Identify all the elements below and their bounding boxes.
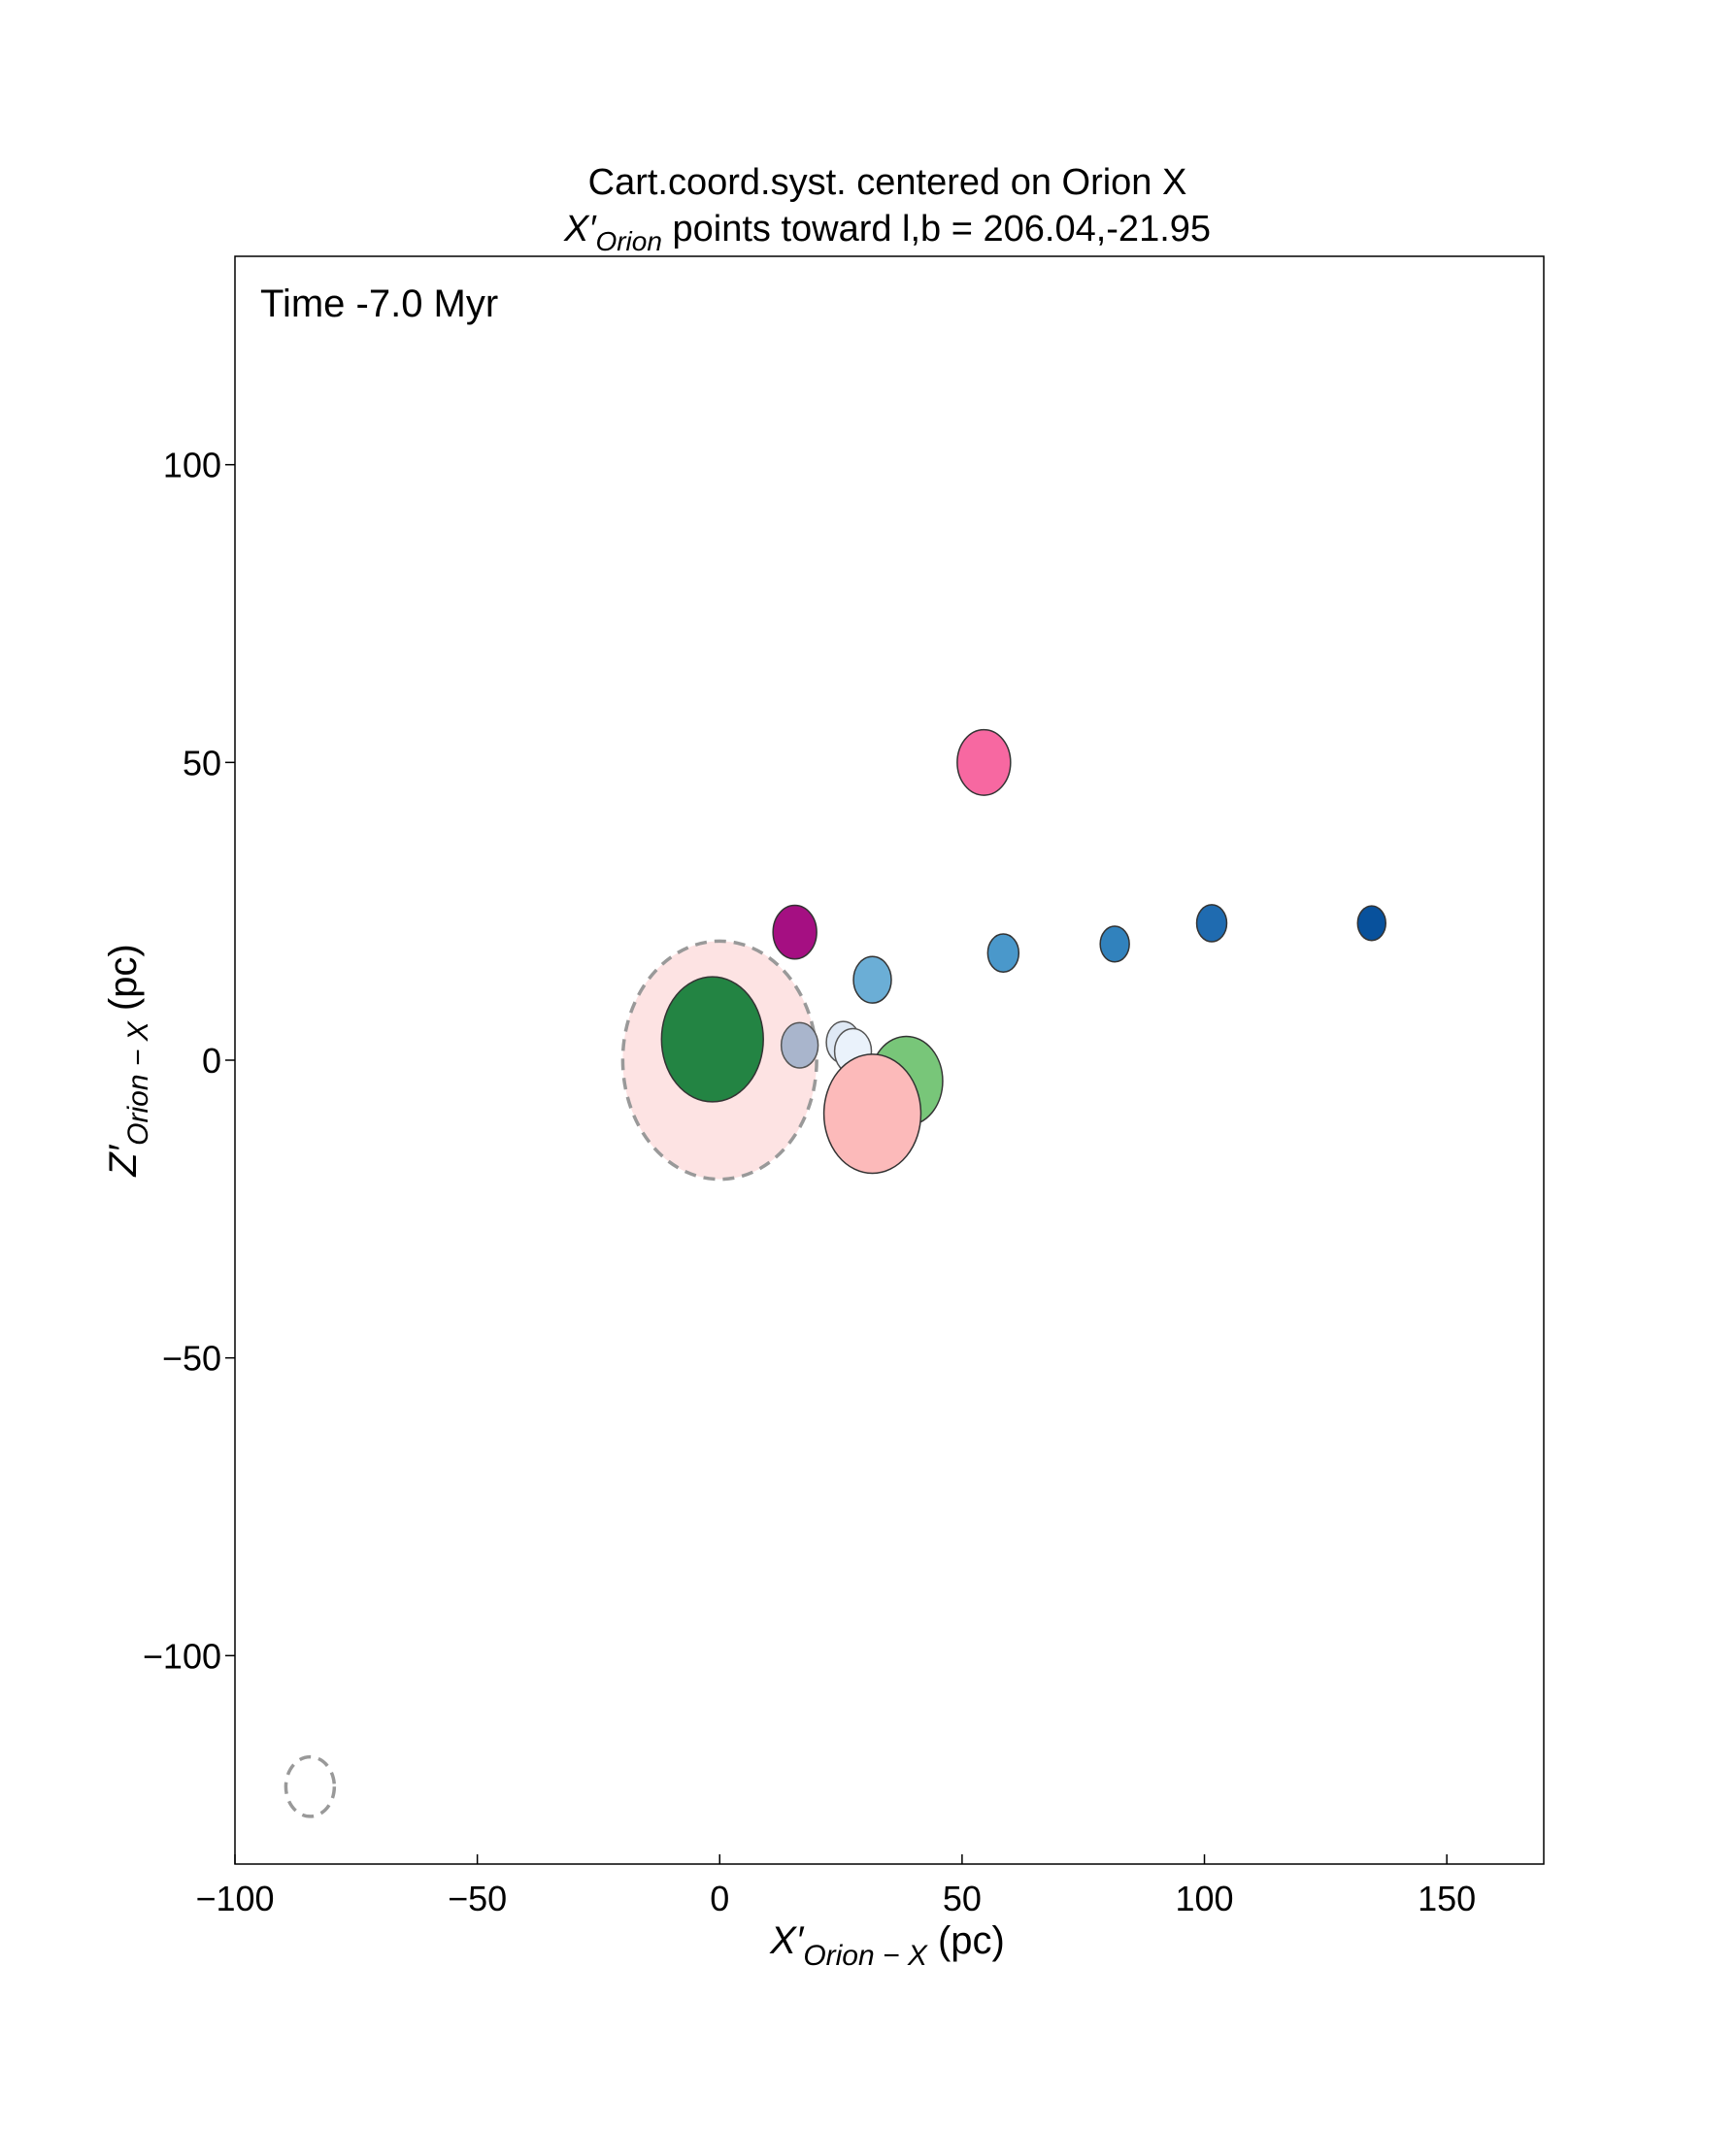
- title-subscript: Orion: [595, 226, 661, 256]
- y-tick-label: −100: [143, 1636, 221, 1676]
- y-axis-label: Z′Orion − X (pc): [102, 944, 154, 1178]
- xlabel-subscript: Orion − X: [803, 1940, 928, 1972]
- data-point-1: [660, 976, 764, 1103]
- data-point-14: [284, 1754, 337, 1818]
- title-direction: points toward l,b = 206.04,-21.95: [662, 209, 1211, 250]
- data-point-10: [986, 933, 1020, 973]
- x-tick-label: 100: [1175, 1879, 1233, 1918]
- data-point-9: [956, 728, 1012, 796]
- xlabel-unit: (pc): [927, 1919, 1005, 1962]
- x-axis-label: X′Orion − X (pc): [769, 1919, 1005, 1972]
- x-tick-label: −100: [195, 1879, 274, 1918]
- data-point-11: [1099, 925, 1130, 963]
- y-tick-label: 0: [202, 1041, 221, 1081]
- data-points: [284, 728, 1386, 1818]
- x-tick-label: 150: [1418, 1879, 1476, 1918]
- chart-title-line2: X′Orion points toward l,b = 206.04,-21.9…: [563, 209, 1211, 256]
- data-point-7: [822, 1053, 922, 1175]
- ylabel-subscript: Orion − X: [122, 1020, 154, 1146]
- time-annotation: Time -7.0 Myr: [260, 283, 498, 325]
- y-axis-ticks: −100 −50 0 50 100: [143, 446, 235, 1676]
- x-tick-label: 50: [943, 1879, 982, 1918]
- y-tick-label: −50: [162, 1339, 221, 1379]
- y-tick-label: 50: [183, 743, 221, 783]
- ylabel-main: Z′: [102, 1144, 145, 1177]
- data-point-12: [1195, 904, 1228, 943]
- data-point-8: [852, 955, 892, 1004]
- x-axis-ticks: −100 −50 0 50 100 150: [195, 1854, 1476, 1918]
- title-xprime: X′: [563, 209, 597, 250]
- data-point-3: [780, 1021, 819, 1069]
- data-point-2: [772, 904, 818, 960]
- x-tick-label: −50: [448, 1879, 507, 1918]
- y-tick-label: 100: [163, 446, 221, 485]
- x-tick-label: 0: [710, 1879, 729, 1918]
- chart-title-line1: Cart.coord.syst. centered on Orion X: [588, 162, 1187, 203]
- ylabel-unit: (pc): [102, 944, 145, 1021]
- xlabel-main: X′: [769, 1919, 805, 1962]
- data-point-13: [1356, 905, 1386, 942]
